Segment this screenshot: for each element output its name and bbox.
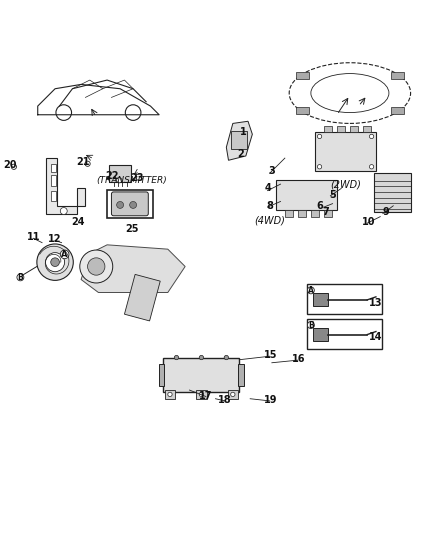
Circle shape (174, 356, 179, 360)
Circle shape (46, 253, 65, 272)
Text: 23: 23 (130, 173, 143, 183)
Circle shape (60, 207, 67, 214)
Text: B: B (308, 320, 314, 329)
Bar (374, 173, 410, 212)
Text: 22: 22 (106, 171, 119, 181)
Circle shape (168, 392, 172, 397)
Text: 21: 21 (77, 157, 90, 167)
Circle shape (11, 164, 17, 169)
Bar (124, 274, 160, 321)
Circle shape (199, 356, 204, 360)
Bar (109, 165, 131, 182)
Text: 1: 1 (240, 127, 247, 137)
Circle shape (17, 274, 24, 281)
Text: (4WD): (4WD) (254, 215, 285, 225)
Text: 3: 3 (268, 166, 275, 176)
Bar (298, 210, 306, 216)
Bar (391, 107, 404, 114)
Bar (363, 126, 371, 132)
Text: 10: 10 (362, 217, 375, 227)
Circle shape (80, 250, 113, 283)
Text: 19: 19 (264, 394, 278, 405)
Text: 7: 7 (323, 207, 329, 217)
Polygon shape (81, 245, 185, 293)
Bar (313, 328, 328, 341)
Text: 11: 11 (27, 232, 40, 242)
Bar (307, 319, 382, 349)
Text: 20: 20 (3, 159, 16, 169)
Circle shape (318, 134, 322, 139)
Text: 18: 18 (218, 394, 232, 405)
Bar (313, 293, 328, 306)
FancyBboxPatch shape (111, 192, 148, 216)
Text: 5: 5 (329, 190, 336, 199)
Bar (159, 364, 164, 386)
Text: 12: 12 (48, 234, 62, 244)
Bar (337, 126, 345, 132)
Bar (307, 284, 382, 314)
Circle shape (307, 321, 314, 328)
Bar (315, 132, 376, 171)
Polygon shape (226, 121, 252, 160)
Text: 8: 8 (266, 201, 273, 211)
Bar (296, 72, 309, 79)
Circle shape (117, 201, 124, 208)
Bar (231, 131, 247, 149)
Polygon shape (46, 158, 85, 214)
Text: A: A (308, 286, 314, 295)
Bar (391, 72, 404, 79)
Text: (TRANSMITTER): (TRANSMITTER) (97, 176, 167, 185)
Text: 13: 13 (369, 298, 383, 309)
Circle shape (130, 201, 137, 208)
Bar (311, 210, 319, 216)
Text: 25: 25 (125, 223, 139, 233)
Bar (324, 210, 332, 216)
Circle shape (85, 161, 90, 166)
Circle shape (224, 356, 229, 360)
Text: 9: 9 (382, 207, 389, 217)
Circle shape (60, 250, 69, 259)
Text: (2WD): (2WD) (330, 179, 361, 189)
Text: 16: 16 (292, 354, 305, 364)
Text: 6: 6 (316, 201, 323, 211)
Circle shape (88, 258, 105, 275)
Text: B: B (18, 273, 23, 282)
Text: 2: 2 (237, 149, 244, 159)
Bar (196, 390, 207, 399)
Bar (238, 364, 244, 386)
Circle shape (37, 244, 73, 280)
Circle shape (231, 392, 235, 397)
Circle shape (307, 287, 314, 294)
Circle shape (318, 165, 322, 169)
Circle shape (369, 134, 374, 139)
Bar (228, 390, 238, 399)
Text: 24: 24 (71, 217, 85, 227)
Text: 15: 15 (264, 350, 278, 360)
Text: 17: 17 (199, 391, 213, 401)
Bar (324, 126, 332, 132)
Circle shape (51, 258, 60, 266)
Text: A: A (61, 250, 68, 259)
Circle shape (117, 177, 122, 183)
Bar (165, 390, 175, 399)
Circle shape (199, 392, 204, 397)
Bar (51, 164, 56, 172)
Bar (51, 175, 56, 187)
Circle shape (369, 165, 374, 169)
Text: 4: 4 (264, 183, 271, 193)
Bar (276, 180, 337, 210)
Bar (51, 191, 56, 201)
Bar (285, 210, 293, 216)
Text: 14: 14 (369, 332, 383, 342)
Bar (350, 126, 358, 132)
Bar (296, 107, 309, 114)
Bar (107, 190, 152, 218)
Bar (163, 358, 239, 392)
